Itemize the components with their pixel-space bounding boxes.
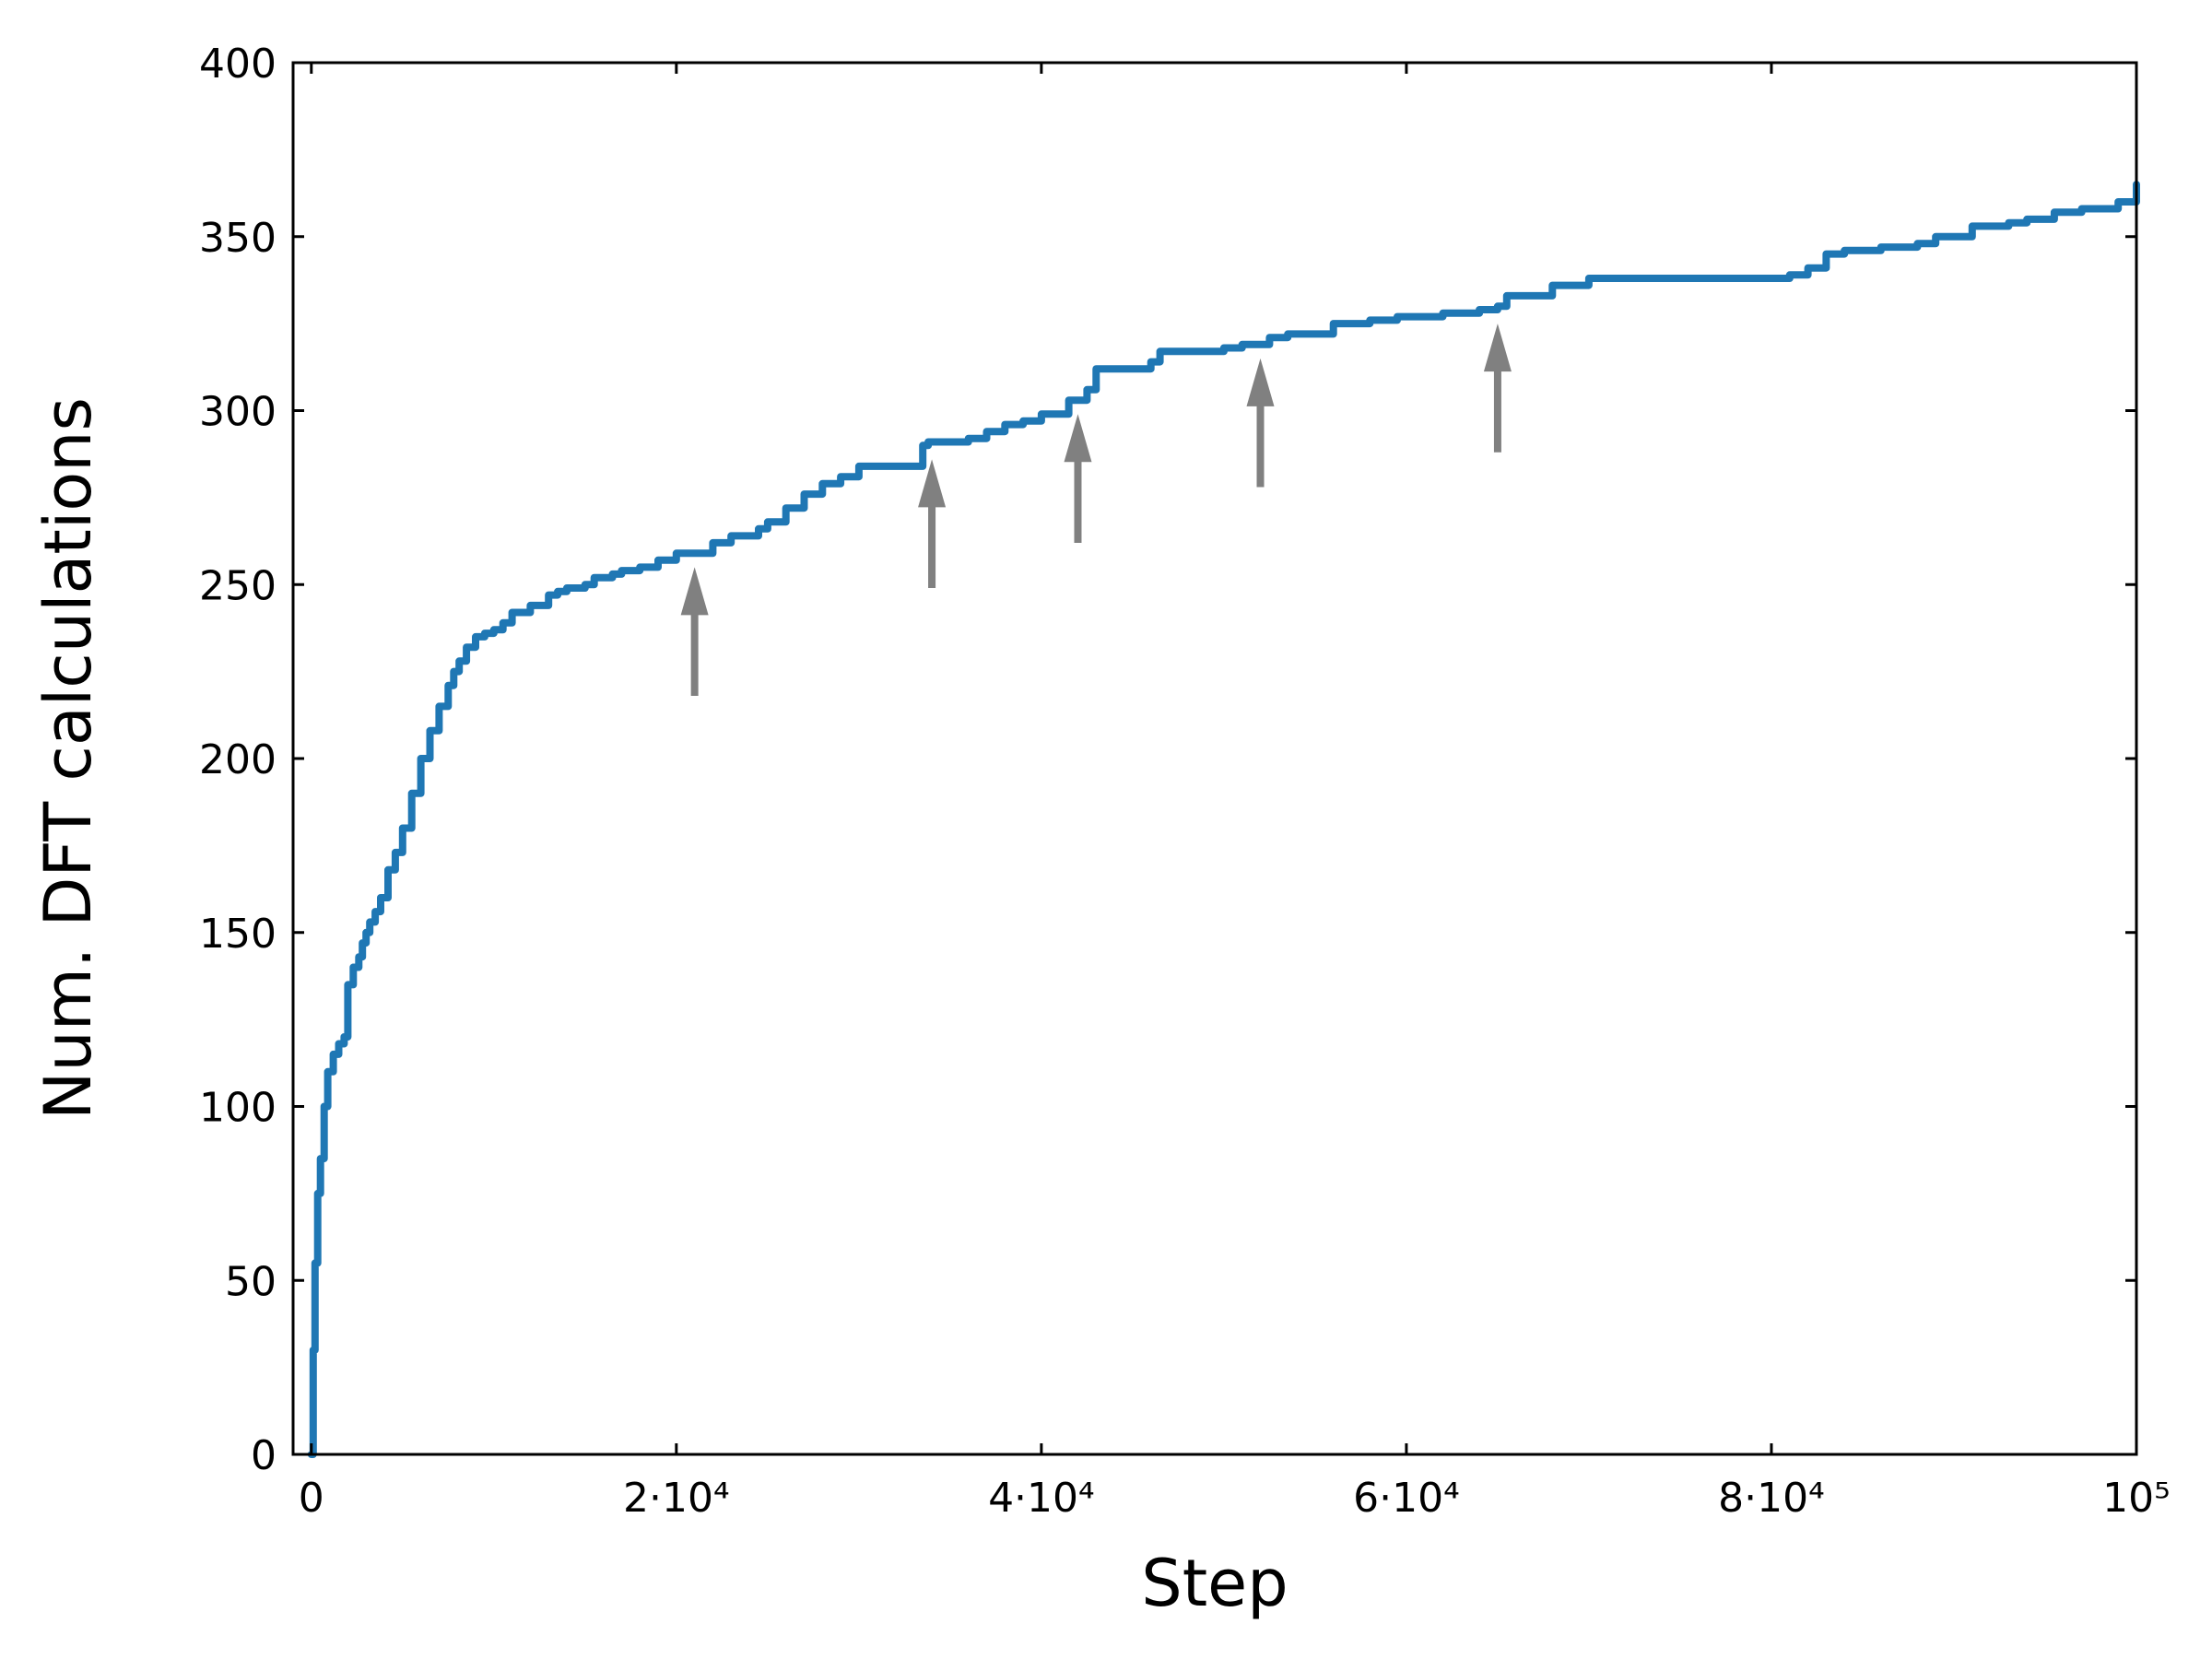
- y-tick-label-6: 300: [199, 389, 276, 436]
- annotation-arrow-0: [680, 567, 709, 697]
- annotation-arrow-3: [1246, 358, 1275, 488]
- plot-frame: [291, 61, 2138, 1456]
- x-tick-label-2: 4·10⁴: [988, 1475, 1095, 1522]
- annotation-arrow-2: [1064, 414, 1092, 543]
- annotation-arrow-4: [1483, 324, 1512, 453]
- y-tick-label-7: 350: [199, 215, 276, 262]
- x-tick-label-3: 6·10⁴: [1353, 1475, 1460, 1522]
- annotation-layer: [680, 324, 1512, 697]
- series-line-0: [307, 181, 2140, 1458]
- x-axis-title: Step: [1141, 1546, 1288, 1621]
- x-tick-label-0: 0: [299, 1475, 324, 1522]
- x-tick-label-5: 10⁵: [2102, 1475, 2171, 1522]
- x-tick-label-1: 2·10⁴: [623, 1475, 730, 1522]
- annotation-arrow-1: [918, 459, 947, 589]
- y-axis-title: Num. DFT calculations: [30, 397, 106, 1120]
- x-axis-ticks: 0 2·10⁴ 4·10⁴ 6·10⁴ 8·10⁴ 10⁵: [299, 63, 2171, 1522]
- y-tick-label-2: 100: [199, 1085, 276, 1132]
- x-tick-label-4: 8·10⁴: [1718, 1475, 1825, 1522]
- y-tick-label-8: 400: [199, 41, 276, 88]
- y-tick-label-1: 50: [225, 1258, 276, 1305]
- y-axis-ticks: 0 50 100 150 200 250 300 350 400: [199, 41, 2136, 1479]
- plot-layer: [307, 181, 2140, 1458]
- y-tick-label-3: 150: [199, 911, 276, 958]
- y-tick-label-5: 250: [199, 562, 276, 609]
- y-tick-label-4: 200: [199, 736, 276, 783]
- y-tick-label-0: 0: [251, 1432, 276, 1479]
